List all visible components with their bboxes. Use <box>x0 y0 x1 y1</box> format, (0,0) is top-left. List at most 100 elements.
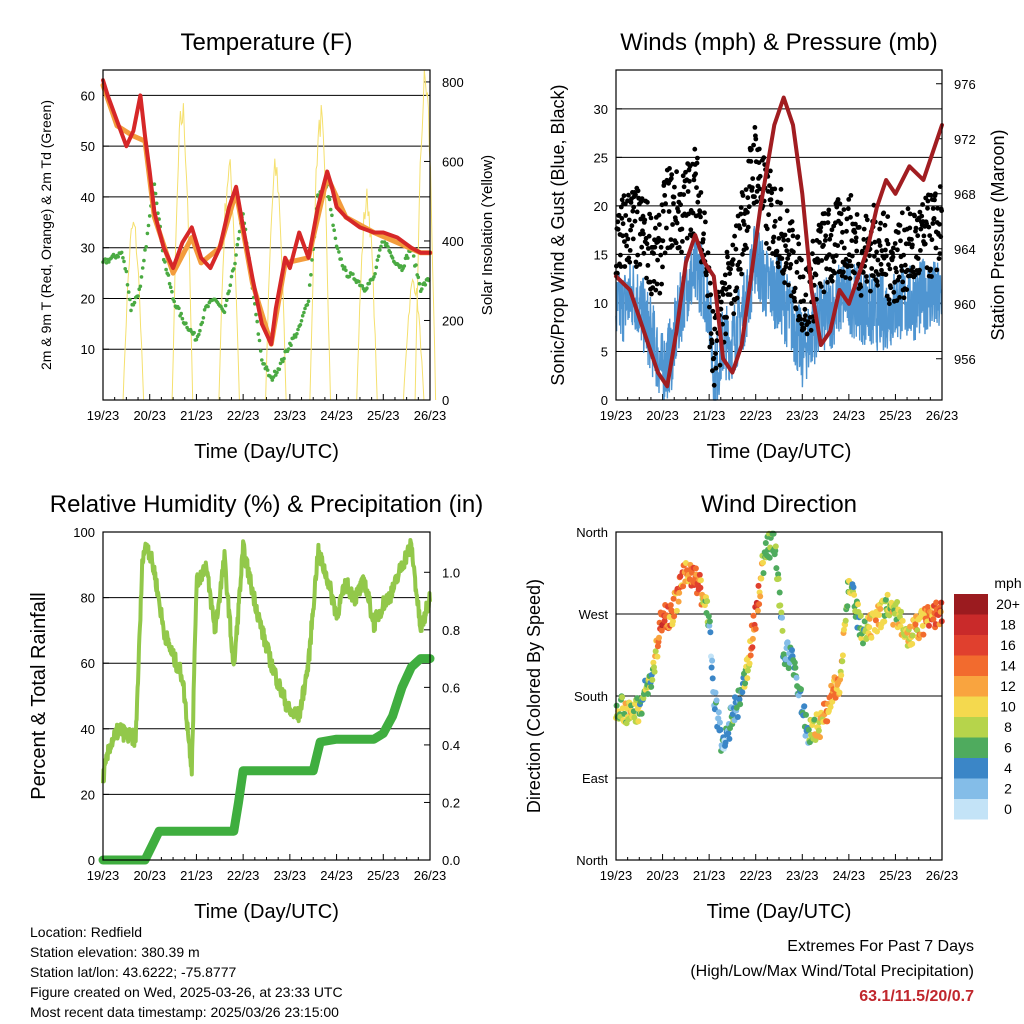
gust-point <box>745 209 750 215</box>
td-point <box>365 286 369 291</box>
y-tick-label: 20 <box>81 291 95 306</box>
td-point <box>172 299 176 304</box>
direction-point <box>758 575 765 582</box>
direction-point <box>676 589 683 596</box>
gust-point <box>707 344 713 350</box>
gust-point <box>626 217 632 223</box>
direction-point <box>855 601 861 608</box>
td-point <box>376 254 381 258</box>
gust-point <box>635 252 641 258</box>
y2-tick-label: 600 <box>442 154 464 169</box>
gust-point <box>863 213 869 219</box>
gust-point <box>815 260 821 265</box>
td-point <box>331 223 335 228</box>
gust-point <box>698 214 703 220</box>
y2-tick-label: 800 <box>442 75 464 90</box>
direction-point <box>890 621 897 628</box>
td-point <box>344 268 348 273</box>
td-point <box>137 287 141 292</box>
gust-point <box>628 227 633 233</box>
gust-point <box>813 272 819 278</box>
td-point <box>282 356 286 361</box>
direction-point <box>779 614 785 621</box>
gust-point <box>744 245 749 251</box>
gust-point <box>671 194 677 200</box>
gust-point <box>740 193 746 198</box>
x-tick-label: 25/23 <box>367 408 400 423</box>
y-tick-label: West <box>579 607 609 622</box>
gust-point <box>619 216 625 221</box>
station-latlon: Station lat/lon: 43.6222; -75.8777 <box>30 964 237 980</box>
y-tick-label: 10 <box>594 296 608 311</box>
gust-point <box>829 227 835 233</box>
direction-point <box>705 613 712 620</box>
td-point <box>333 236 338 241</box>
td-point <box>299 319 304 323</box>
gust-point <box>907 225 913 231</box>
direction-point <box>650 659 657 666</box>
td-point <box>192 330 196 335</box>
y2-tick-label: 0 <box>442 393 449 408</box>
gust-point <box>827 236 833 242</box>
gust-point <box>774 248 780 254</box>
y-tick-label: 30 <box>81 241 95 256</box>
gust-point <box>838 221 844 227</box>
gust-point <box>808 327 814 333</box>
gust-point <box>891 245 896 251</box>
gust-point <box>652 244 658 250</box>
gust-point <box>841 245 847 251</box>
gust-point <box>772 186 778 192</box>
td-point <box>164 267 168 272</box>
gust-point <box>737 225 743 231</box>
td-point <box>222 310 227 315</box>
gust-point <box>768 202 774 208</box>
gust-point <box>912 272 918 278</box>
td-point <box>143 248 147 252</box>
direction-point <box>882 596 889 603</box>
direction-point <box>742 680 749 687</box>
gust-point <box>800 274 806 280</box>
td-point <box>414 263 418 267</box>
gust-point <box>749 185 755 191</box>
y2-tick-label: 400 <box>442 234 464 249</box>
td-point <box>367 281 372 286</box>
gust-point <box>729 301 734 306</box>
td-point <box>286 347 291 351</box>
td-point <box>262 362 267 366</box>
gust-point <box>724 315 729 320</box>
gust-point <box>922 241 928 247</box>
gust-point <box>730 242 736 248</box>
direction-point <box>858 635 865 642</box>
gust-point <box>738 211 744 217</box>
gust-point <box>653 225 658 231</box>
gust-point <box>751 142 756 148</box>
solar-insolation-line <box>414 69 437 401</box>
x-axis-label: Time (Day/UTC) <box>194 901 339 923</box>
gust-point <box>734 285 740 291</box>
gust-point <box>768 168 773 174</box>
gust-point <box>645 199 650 205</box>
gust-point <box>660 238 666 244</box>
direction-point <box>782 656 789 663</box>
gust-point <box>660 264 665 270</box>
gust-point <box>872 239 878 245</box>
gust-point <box>917 209 923 215</box>
td-point <box>374 265 379 270</box>
gust-point <box>886 262 891 268</box>
td-point <box>198 328 202 333</box>
gust-point <box>839 239 844 245</box>
gust-point <box>728 266 733 272</box>
y-tick-label: 0 <box>601 393 608 408</box>
x-tick-label: 20/23 <box>133 408 166 423</box>
gust-point <box>727 292 733 297</box>
td-point <box>289 343 293 348</box>
gust-point <box>924 265 930 271</box>
gust-point <box>672 184 677 190</box>
gust-point <box>854 212 860 217</box>
plot-area <box>100 69 437 401</box>
direction-point <box>779 627 786 634</box>
gust-point <box>864 274 869 279</box>
gust-point <box>825 220 831 226</box>
gust-point <box>832 270 837 276</box>
td-point <box>126 290 131 294</box>
